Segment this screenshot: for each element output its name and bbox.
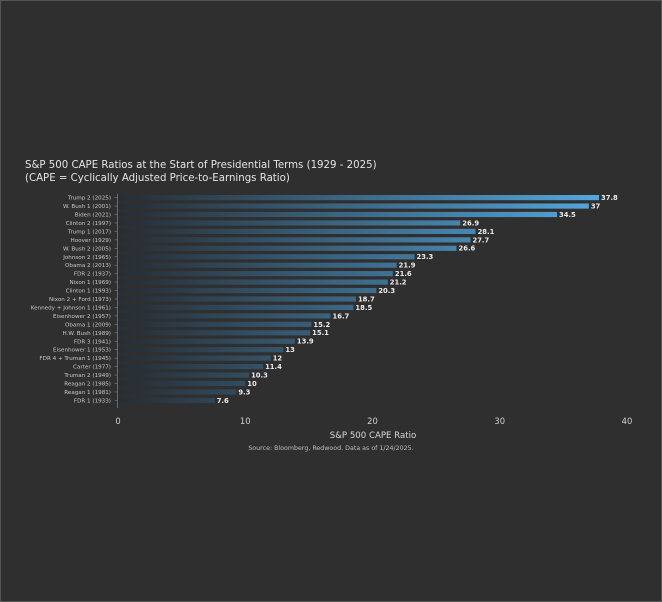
bar	[118, 228, 476, 234]
bar	[118, 245, 457, 251]
bar	[118, 364, 264, 370]
x-tick-label: 10	[240, 416, 251, 426]
bar-value-label: 7.6	[217, 397, 229, 405]
category-label: Carter (1977)	[73, 365, 111, 371]
bar	[118, 397, 215, 403]
bar	[118, 372, 250, 378]
category-label: Obama 1 (2009)	[65, 322, 111, 328]
x-axis-label: S&P 500 CAPE Ratio	[330, 431, 417, 441]
bar-value-label: 37.8	[601, 194, 618, 202]
chart-subtitle: (CAPE = Cyclically Adjusted Price-to-Ear…	[25, 173, 290, 184]
category-label: Obama 2 (2013)	[65, 263, 111, 269]
category-label: FDR 3 (1941)	[74, 339, 111, 345]
bar-value-label: 23.3	[416, 253, 433, 261]
bar	[118, 237, 471, 243]
x-tick-label: 40	[622, 416, 633, 426]
category-label: Nixon 2 + Ford (1973)	[49, 297, 111, 303]
bar-value-label: 16.7	[333, 312, 350, 320]
source-note: Source: Bloomberg, Redwood. Data as of 1…	[248, 445, 414, 452]
bar	[118, 338, 295, 344]
category-label: FDR 1 (1933)	[74, 398, 111, 404]
bar	[118, 304, 354, 311]
category-label: Truman 2 (1949)	[63, 373, 111, 379]
bar-value-label: 28.1	[478, 228, 495, 236]
category-label: H.W. Bush (1989)	[62, 331, 111, 337]
bar	[118, 355, 271, 361]
bar	[118, 347, 284, 353]
category-label: Clinton 1 (1993)	[66, 289, 111, 295]
bar	[118, 271, 393, 277]
bar-value-label: 34.5	[559, 211, 576, 219]
category-label: Nixon 1 (1969)	[69, 280, 111, 286]
x-tick-label: 20	[367, 416, 378, 426]
bar-value-label: 12	[273, 355, 283, 363]
bar-value-label: 10.3	[251, 371, 268, 379]
category-label: Reagan 2 (1985)	[64, 382, 111, 388]
category-label: Eisenhower 1 (1953)	[53, 348, 111, 354]
category-label: Reagan 1 (1981)	[64, 390, 111, 396]
bar	[118, 254, 415, 260]
bar-value-label: 10	[247, 380, 257, 388]
bar	[118, 321, 312, 327]
category-label: FDR 4 + Truman 1 (1945)	[39, 356, 111, 362]
bar-value-label: 15.2	[313, 321, 330, 329]
x-tick-label: 0	[115, 416, 120, 426]
bar-value-label: 9.3	[238, 388, 250, 396]
bar-value-label: 37	[591, 202, 601, 210]
bar	[118, 203, 589, 209]
chart-title: S&P 500 CAPE Ratios at the Start of Pres…	[25, 160, 377, 171]
bar	[118, 330, 311, 336]
category-label: Kennedy + Johnson 1 (1961)	[31, 305, 111, 311]
category-label: Hoover (1929)	[71, 238, 111, 244]
bar-value-label: 27.7	[472, 236, 489, 244]
category-label: Clinton 2 (1997)	[66, 221, 111, 227]
category-label: W. Bush 2 (2005)	[63, 246, 111, 252]
bar	[118, 211, 558, 218]
bar	[118, 389, 237, 395]
category-label: W. Bush 1 (2001)	[63, 204, 111, 210]
bar	[118, 287, 377, 294]
bar	[118, 296, 356, 302]
bar-value-label: 20.3	[378, 287, 395, 295]
bar	[118, 195, 600, 201]
bar-value-label: 18.5	[355, 304, 372, 312]
bar-value-label: 26.9	[462, 219, 479, 227]
bar-value-label: 21.9	[399, 262, 416, 270]
bar	[118, 380, 246, 387]
bar-value-label: 18.7	[358, 295, 375, 303]
bar-value-label: 11.4	[265, 363, 282, 371]
bar-value-label: 13.9	[297, 338, 314, 346]
bar	[118, 279, 388, 285]
bar	[118, 220, 461, 226]
bar	[118, 313, 331, 319]
x-tick-label: 30	[494, 416, 505, 426]
category-label: Johnson 2 (1965)	[62, 255, 111, 261]
category-label: Trump 1 (2017)	[67, 229, 111, 235]
category-label: FDR 2 (1937)	[74, 272, 111, 278]
bar-value-label: 26.6	[458, 245, 475, 253]
bar	[118, 262, 397, 268]
bar-value-label: 13	[285, 346, 295, 354]
category-label: Eisenhower 2 (1957)	[53, 314, 111, 320]
bar-value-label: 15.1	[312, 329, 329, 337]
bar-value-label: 21.6	[395, 270, 412, 278]
bar-value-label: 21.2	[390, 279, 407, 287]
category-label: Trump 2 (2025)	[67, 196, 111, 202]
category-label: Biden (2021)	[75, 213, 111, 219]
